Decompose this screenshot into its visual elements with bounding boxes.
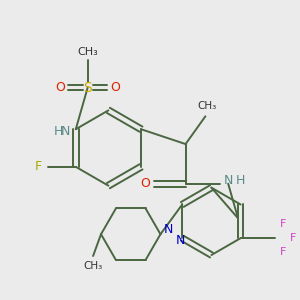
Text: F: F [34, 160, 42, 173]
Text: S: S [83, 81, 92, 94]
Text: O: O [140, 177, 150, 190]
Text: N: N [164, 223, 173, 236]
Text: O: O [110, 81, 120, 94]
Text: N: N [224, 174, 233, 187]
Text: H: H [236, 174, 245, 187]
Text: N: N [61, 125, 70, 138]
Text: F: F [290, 233, 296, 243]
Text: F: F [280, 247, 286, 257]
Text: N: N [176, 234, 185, 247]
Text: CH₃: CH₃ [198, 101, 217, 111]
Text: H: H [53, 125, 63, 138]
Text: O: O [55, 81, 65, 94]
Text: CH₃: CH₃ [83, 261, 103, 271]
Text: CH₃: CH₃ [77, 47, 98, 57]
Text: F: F [280, 219, 286, 229]
